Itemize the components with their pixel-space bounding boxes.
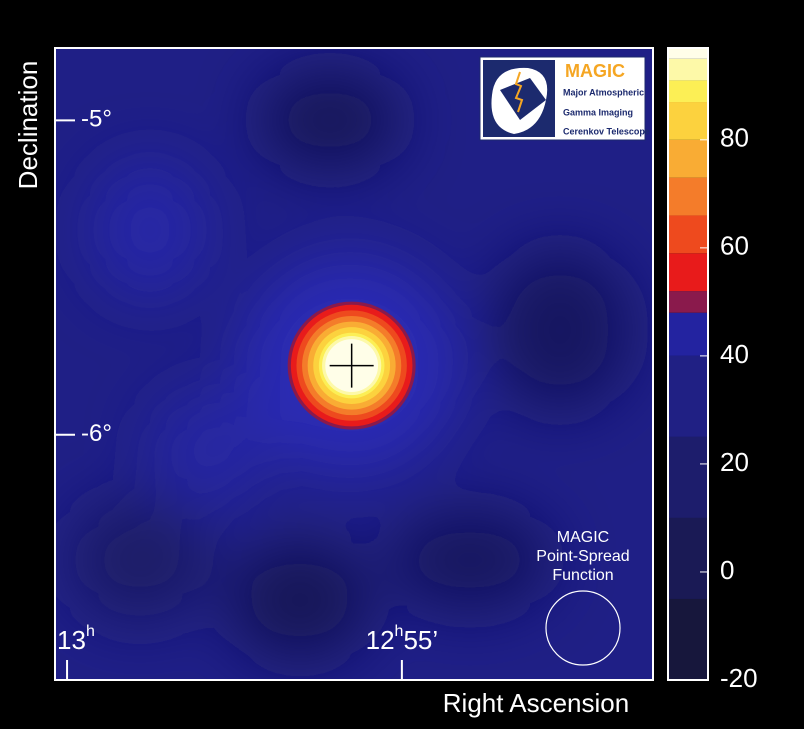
colorbar-segment <box>668 102 708 140</box>
logo-line: Cerenkov Telescope <box>563 126 650 136</box>
colorbar-tick-label: 40 <box>720 339 749 369</box>
y-axis-label: Declination <box>13 61 43 190</box>
colorbar-segment <box>668 215 708 254</box>
y-tick-label: -5° <box>81 106 112 133</box>
colorbar-segment <box>668 517 708 599</box>
psf-circle <box>545 590 621 666</box>
colorbar-segment <box>668 291 708 313</box>
colorbar-segment <box>668 177 708 216</box>
logo-title: MAGIC <box>565 61 625 81</box>
logo-shadow <box>500 78 546 120</box>
colorbar-segment <box>668 58 708 81</box>
hotspot <box>287 301 416 430</box>
plot-frame <box>54 47 654 681</box>
colorbar-segment <box>668 598 708 680</box>
logo-line: Major Atmospheric <box>563 87 644 97</box>
psf-label: MAGIC <box>557 529 609 546</box>
colorbar-tick-label: -20 <box>720 663 758 693</box>
map: MAGIC Major Atmospheric Gamma Imaging Ce… <box>55 48 653 680</box>
source-marker <box>329 343 374 388</box>
colorbar-segment <box>668 355 708 437</box>
colorbar-segment <box>668 312 708 356</box>
x-tick-label: 12h55’ <box>366 623 439 655</box>
colorbar-frame <box>667 47 709 681</box>
x-axis-label: Right Ascension <box>443 688 629 718</box>
colorbar-tick-label: 80 <box>720 123 749 153</box>
colorbar-segment <box>668 253 708 292</box>
y-tick-label: -6° <box>81 420 112 447</box>
colorbar-segment <box>668 139 708 178</box>
colorbar-tick-label: 20 <box>720 447 749 477</box>
colorbar-segment <box>668 436 708 518</box>
x-tick-label: 13h <box>57 623 95 655</box>
colorbar <box>668 48 708 680</box>
colorbar-tick-label: 60 <box>720 231 749 261</box>
logo-gamma <box>514 71 524 113</box>
colorbar-segment <box>668 80 708 103</box>
logo: MAGIC Major Atmospheric Gamma Imaging Ce… <box>479 56 650 141</box>
colorbar-tick-label: 0 <box>720 555 734 585</box>
logo-line: Gamma Imaging <box>563 107 633 117</box>
psf-label: Function <box>552 567 613 584</box>
colorbar-segment <box>668 48 708 59</box>
psf-label: Point-Spread <box>536 548 629 565</box>
map-texture <box>70 70 630 660</box>
